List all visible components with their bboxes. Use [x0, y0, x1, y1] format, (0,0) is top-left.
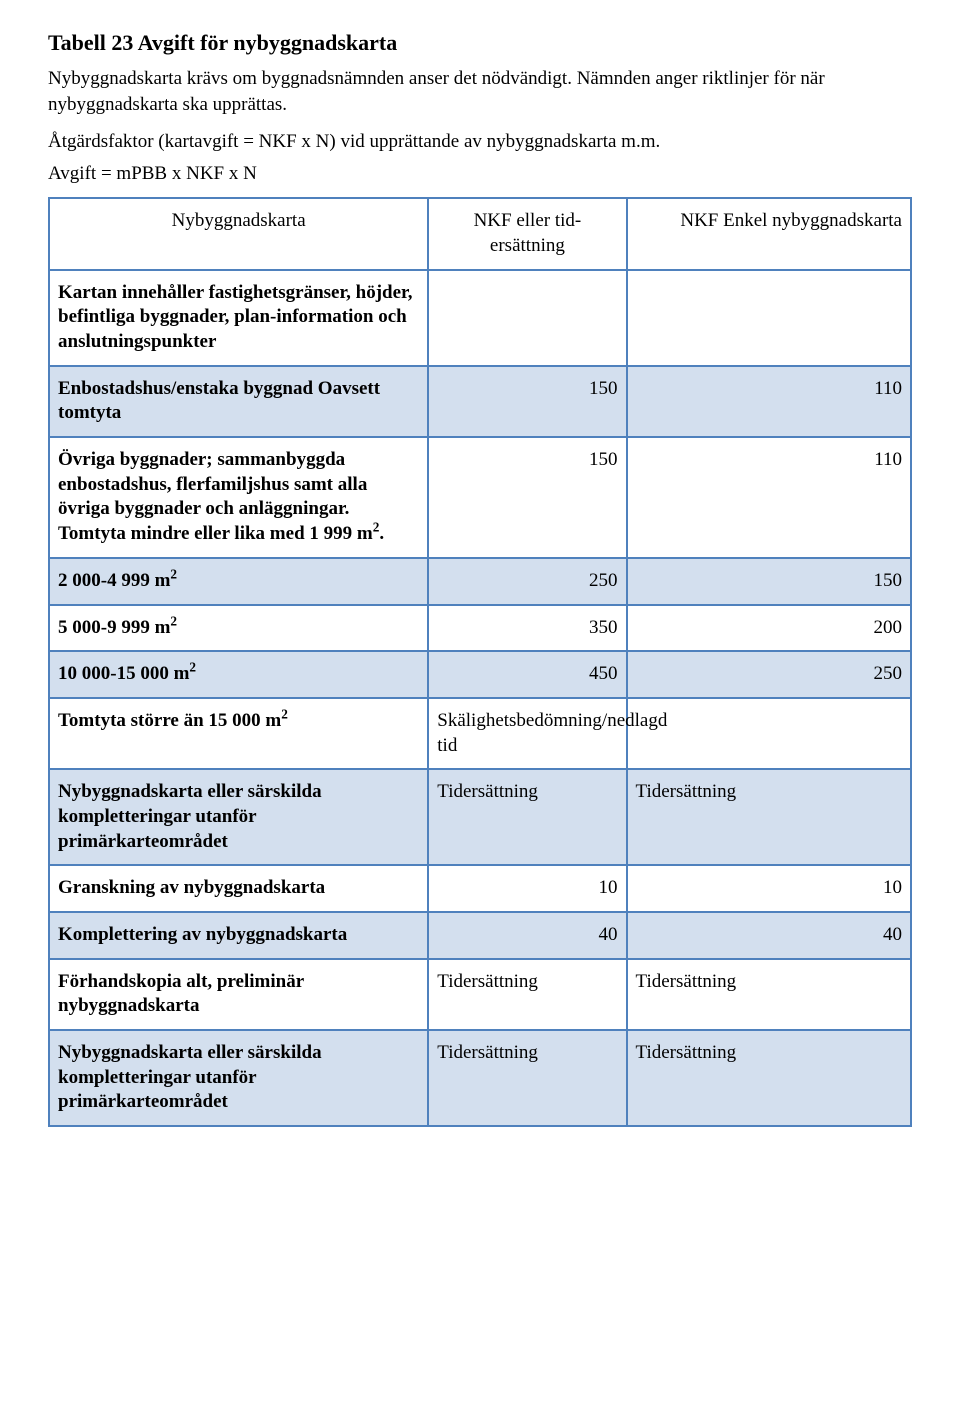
table-title: Tabell 23 Avgift för nybyggnadskarta: [48, 30, 912, 56]
table-row: Nybyggnadskarta eller särskilda komplett…: [49, 1030, 911, 1126]
formula-line-1: Åtgärdsfaktor (kartavgift = NKF x N) vid…: [48, 131, 912, 153]
row-label: Övriga byggnader; sammanbyggda enbostads…: [49, 437, 428, 558]
row-value-2: 250: [627, 651, 911, 698]
table-row: Enbostadshus/enstaka byggnad Oavsett tom…: [49, 366, 911, 437]
row-value-2: 110: [627, 366, 911, 437]
row-value-2: 200: [627, 605, 911, 652]
row-label: 2 000-4 999 m2: [49, 558, 428, 605]
row-value-1: 40: [428, 912, 626, 959]
table-row: Förhandskopia alt, preliminär nybyggnads…: [49, 959, 911, 1030]
row-label: Granskning av nybyggnadskarta: [49, 865, 428, 912]
table-row: Granskning av nybyggnadskarta1010: [49, 865, 911, 912]
row-value-2: [627, 698, 911, 769]
row-label: Kartan innehåller fastighetsgränser, höj…: [49, 270, 428, 366]
row-label: Tomtyta större än 15 000 m2: [49, 698, 428, 769]
row-value-1: Skälighetsbedömning/nedlagd tid: [428, 698, 626, 769]
table-row: Tomtyta större än 15 000 m2Skälighetsbed…: [49, 698, 911, 769]
table-row: Komplettering av nybyggnadskarta4040: [49, 912, 911, 959]
row-value-1: 150: [428, 366, 626, 437]
row-value-1: Tidersättning: [428, 1030, 626, 1126]
table-row: Kartan innehåller fastighetsgränser, höj…: [49, 270, 911, 366]
row-label: Förhandskopia alt, preliminär nybyggnads…: [49, 959, 428, 1030]
header-col-1: Nybyggnadskarta: [49, 198, 428, 269]
row-value-2: 40: [627, 912, 911, 959]
table-row: 10 000-15 000 m2450250: [49, 651, 911, 698]
row-value-2: 10: [627, 865, 911, 912]
table-row: Nybyggnadskarta eller särskilda komplett…: [49, 769, 911, 865]
row-value-1: Tidersättning: [428, 769, 626, 865]
row-value-1: 150: [428, 437, 626, 558]
row-label: 5 000-9 999 m2: [49, 605, 428, 652]
row-value-2: Tidersättning: [627, 959, 911, 1030]
row-value-1: 10: [428, 865, 626, 912]
fee-table: Nybyggnadskarta NKF eller tid-ersättning…: [48, 197, 912, 1127]
table-row: 5 000-9 999 m2350200: [49, 605, 911, 652]
row-value-1: Tidersättning: [428, 959, 626, 1030]
row-value-2: 110: [627, 437, 911, 558]
table-row: Övriga byggnader; sammanbyggda enbostads…: [49, 437, 911, 558]
table-row: 2 000-4 999 m2250150: [49, 558, 911, 605]
row-value-2: Tidersättning: [627, 769, 911, 865]
row-label: Nybyggnadskarta eller särskilda komplett…: [49, 769, 428, 865]
formula-line-2: Avgift = mPBB x NKF x N: [48, 163, 912, 185]
intro-paragraph: Nybyggnadskarta krävs om byggnadsnämnden…: [48, 66, 912, 117]
row-label: Komplettering av nybyggnadskarta: [49, 912, 428, 959]
row-value-2: [627, 270, 911, 366]
row-value-1: 250: [428, 558, 626, 605]
row-label: Enbostadshus/enstaka byggnad Oavsett tom…: [49, 366, 428, 437]
row-value-1: [428, 270, 626, 366]
row-value-2: Tidersättning: [627, 1030, 911, 1126]
row-value-1: 450: [428, 651, 626, 698]
row-value-1: 350: [428, 605, 626, 652]
header-col-2: NKF eller tid-ersättning: [428, 198, 626, 269]
row-value-2: 150: [627, 558, 911, 605]
header-col-3: NKF Enkel nybyggnadskarta: [627, 198, 911, 269]
row-label: 10 000-15 000 m2: [49, 651, 428, 698]
table-header-row: Nybyggnadskarta NKF eller tid-ersättning…: [49, 198, 911, 269]
row-label: Nybyggnadskarta eller särskilda komplett…: [49, 1030, 428, 1126]
